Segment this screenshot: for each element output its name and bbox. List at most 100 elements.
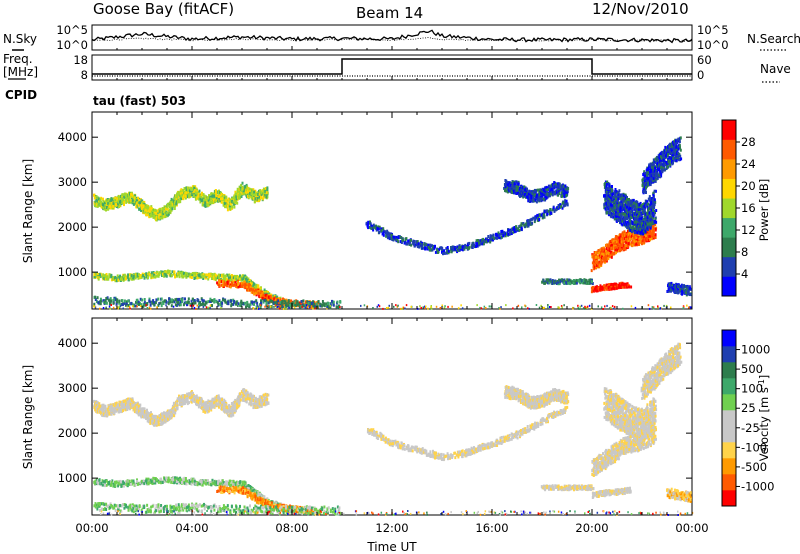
noise-left-tick-top: 10^5 [56, 23, 88, 37]
power-panel-cell [110, 278, 113, 282]
power-panel-cell [190, 276, 193, 279]
power-panel-cell [653, 234, 656, 238]
power-panel-cell [239, 301, 242, 305]
power-panel-cell [508, 186, 511, 190]
power-panel-cell [566, 186, 568, 190]
power-panel-cell [614, 249, 617, 253]
power-panel-cell [630, 232, 633, 236]
power-panel-cell [608, 201, 610, 205]
power-panel-cell [564, 199, 567, 203]
power-panel-cell [177, 200, 179, 204]
power-panel-cell [162, 207, 165, 211]
power-panel-cell [654, 236, 657, 239]
power-panel-cell [241, 301, 244, 305]
power-panel-cell [223, 281, 226, 285]
power-panel-cell [551, 279, 554, 282]
power-panel-cell [254, 288, 257, 292]
power-panel-cell [221, 273, 223, 277]
power-panel-cell [517, 182, 520, 186]
power-panel-cell [138, 198, 141, 202]
power-panel-cell [142, 304, 145, 308]
power-panel-cell [218, 284, 221, 288]
power-panel-cell [306, 300, 309, 304]
power-panel-cell [494, 236, 497, 240]
power-panel-cell [159, 210, 162, 214]
power-panel-cell [530, 191, 533, 195]
power-panel-cell [276, 295, 279, 299]
power-panel-cell [169, 274, 172, 278]
power-panel-cell [256, 301, 259, 305]
power-panel-cell [142, 208, 145, 212]
power-panel-cell [221, 197, 224, 201]
power-panel-cell [176, 192, 179, 196]
power-panel-cell [616, 237, 619, 241]
power-panel-cell [611, 194, 614, 198]
power-panel-cell [132, 303, 135, 307]
power-panel-cell [504, 232, 507, 236]
power-panel-cell [288, 306, 291, 310]
power-panel-cell [109, 274, 112, 278]
power-panel-cell [227, 300, 230, 304]
power-panel-cell [141, 298, 144, 302]
power-panel-cell [478, 243, 481, 247]
freq-left-tick-bottom: 8 [81, 68, 88, 82]
power-panel-cell [189, 275, 192, 279]
power-panel-cell [175, 297, 178, 301]
power-panel-cell [500, 230, 503, 233]
power-panel-cell [560, 205, 562, 209]
power-panel-cell [544, 190, 547, 194]
power-panel-cell [168, 297, 171, 301]
power-panel-cell [207, 198, 210, 202]
power-panel-cell [406, 242, 409, 246]
power-panel-cell [114, 199, 117, 203]
power-panel-cell [382, 231, 385, 235]
power-panel-cell [526, 224, 529, 228]
power-panel-cell [246, 304, 249, 308]
station-title: Goose Bay (fitACF) [93, 0, 234, 18]
power-panel-cell [250, 290, 253, 294]
power-panel-cell [220, 283, 223, 287]
power-panel-cell [505, 180, 507, 184]
power-panel-cell [150, 213, 153, 217]
power-panel-cell [210, 195, 213, 199]
power-panel-cell [447, 249, 450, 253]
power-panel-cell [244, 187, 247, 191]
power-panel-cell [226, 208, 229, 212]
power-panel-cell [486, 237, 488, 241]
power-panel-cell [603, 256, 606, 260]
power-panel-cell [290, 299, 293, 303]
power-panel-cell [158, 302, 161, 306]
power-panel-cell [378, 231, 381, 234]
power-panel-cell [255, 299, 258, 303]
power-panel-cell [254, 193, 257, 197]
power-panel-cell [213, 192, 216, 196]
power-panel-cell [117, 278, 120, 282]
power-panel-cell [123, 277, 126, 281]
power-panel-cell [112, 301, 115, 305]
power-panel-cell [582, 278, 585, 282]
power-panel-cell [606, 180, 609, 184]
power-panel-cell [539, 214, 542, 218]
power-panel-cell [294, 304, 297, 307]
power-panel-cell [230, 299, 233, 303]
power-panel-cell [548, 194, 551, 198]
power-panel-cell [400, 241, 403, 244]
power-panel-cell [189, 189, 191, 193]
power-panel-cell [372, 223, 375, 227]
power-panel-cell [274, 298, 277, 302]
power-panel-cell [257, 291, 260, 295]
power-panel-cell [591, 282, 594, 285]
power-panel-cell [150, 210, 153, 214]
power-panel-cell [97, 277, 100, 281]
power-panel-cell [157, 274, 160, 278]
power-panel-cell [194, 194, 197, 198]
power-panel-cell [218, 191, 220, 195]
power-panel-cell [262, 191, 265, 195]
power-panel-cell [253, 290, 256, 294]
power-panel-cell [243, 185, 246, 189]
power-panel-cell [540, 197, 543, 201]
power-panel-cell [532, 190, 535, 194]
power-panel-cell [149, 303, 152, 307]
power-panel-cell [178, 297, 181, 301]
power-panel-cell [558, 186, 561, 190]
